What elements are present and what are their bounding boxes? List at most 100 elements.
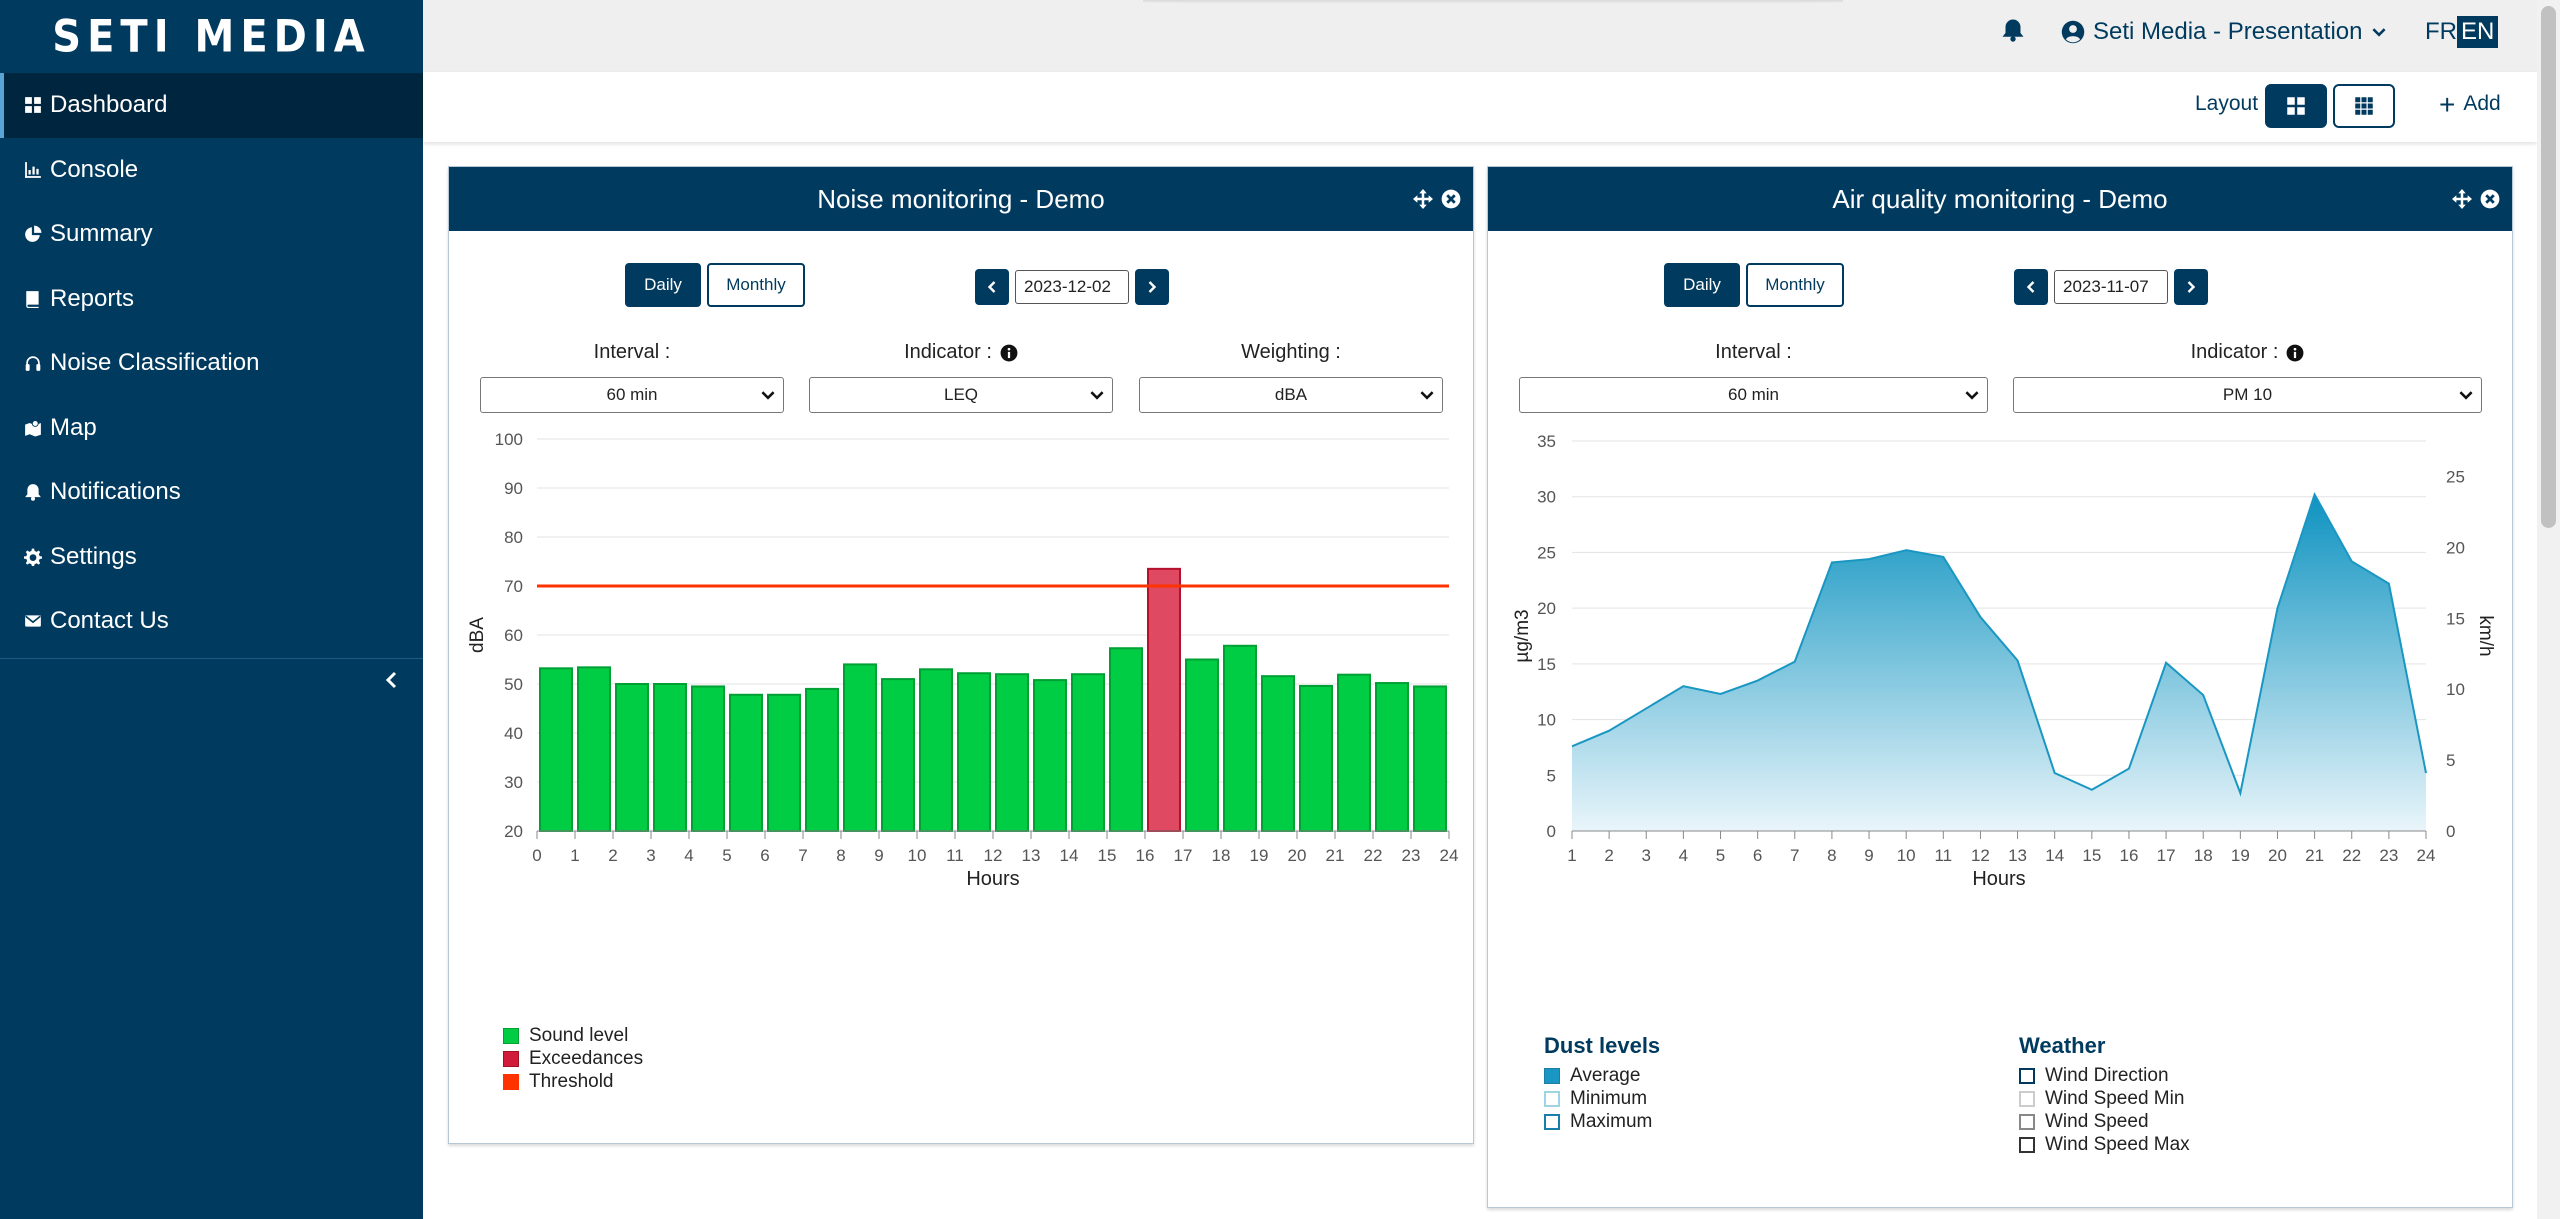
y-tick-label: 50 [504,675,523,694]
legend-exceedances[interactable]: Exceedances [503,1048,643,1070]
y2-tick-label: 20 [2446,538,2465,557]
sidebar-item-label: Reports [50,284,135,312]
sidebar-item-reports[interactable]: Reports [0,267,423,332]
monthly-button[interactable]: Monthly [707,263,805,307]
weighting-label-text: Weighting : [1241,341,1341,363]
daily-button[interactable]: Daily [625,263,701,307]
lang-en-button[interactable]: EN [2457,16,2499,48]
y-tick-label: 35 [1537,432,1556,451]
weighting-label: Weighting : [1139,341,1443,364]
x-tick-label: 16 [2119,846,2138,865]
indicator-select[interactable]: LEQ [809,377,1113,413]
close-icon[interactable] [2480,189,2500,209]
x-tick-label: 24 [1440,846,1459,865]
scrollbar-thumb[interactable] [2541,6,2556,528]
x-tick-label: 5 [1716,846,1725,865]
headphones-icon [24,354,42,372]
move-icon[interactable] [1413,189,1433,209]
add-label: Add [2463,92,2501,115]
legend-wind-direction[interactable]: Wind Direction [2019,1065,2169,1087]
sound-level-bar [1337,673,1371,832]
sound-level-bar [1033,679,1067,832]
indicator-select[interactable]: PM 10 [2013,377,2482,413]
legend-label: Average [1570,1065,1641,1086]
close-icon[interactable] [1441,189,1461,209]
sound-level-bar [919,668,953,832]
pie-icon [24,225,42,243]
map-icon [24,419,42,437]
layout-small-grid-button[interactable] [2333,84,2395,128]
sound-level-bar [995,673,1029,832]
sound-level-bar [805,687,839,832]
legend-wind-speed-max[interactable]: Wind Speed Max [2019,1134,2190,1156]
page-scrollbar[interactable] [2537,0,2560,1219]
x-tick-label: 2 [1604,846,1613,865]
chevron-left-icon [2026,281,2035,293]
previous-date-button[interactable] [975,269,1009,305]
y2-tick-label: 5 [2446,751,2455,770]
legend-average[interactable]: Average [1544,1065,1640,1087]
lang-fr-button[interactable]: FR [2425,18,2457,45]
sidebar-item-dashboard[interactable]: Dashboard [0,73,423,138]
legend-minimum[interactable]: Minimum [1544,1088,1647,1110]
envelope-icon [24,612,42,630]
sound-level-bar [1299,684,1333,832]
info-icon[interactable] [1000,344,1018,362]
noise-monitoring-widget: Noise monitoring - Demo Daily Monthly In… [448,166,1474,1144]
x-tick-label: 2 [608,846,617,865]
daily-button[interactable]: Daily [1664,263,1740,307]
sidebar-item-console[interactable]: Console [0,138,423,203]
indicator-value: PM 10 [2222,385,2273,404]
legend-sound-level[interactable]: Sound level [503,1025,628,1047]
x-tick-label: 3 [1642,846,1651,865]
legend-label: Wind Speed [2045,1111,2149,1132]
add-widget-button[interactable]: + Add [2439,90,2501,118]
sidebar-item-summary[interactable]: Summary [0,202,423,267]
layout-large-grid-button[interactable] [2265,84,2327,128]
y-tick-label: 30 [1537,488,1556,507]
average-line [1571,491,2427,797]
indicator-label: Indicator : [2013,341,2482,364]
interval-select[interactable]: 60 min [480,377,784,413]
threshold-swatch [503,1074,519,1090]
interval-select[interactable]: 60 min [1519,377,1988,413]
sidebar-item-map[interactable]: Map [0,396,423,461]
sound-level-bar [957,672,991,832]
collapse-sidebar-button[interactable] [380,668,404,692]
date-input[interactable] [2054,270,2168,304]
sound-level-bar [1071,673,1105,832]
weighting-select[interactable]: dBA [1139,377,1443,413]
y-tick-label: 30 [504,773,523,792]
x-axis-label: Hours [966,868,1019,890]
legend-threshold[interactable]: Threshold [503,1071,614,1093]
x-tick-label: 10 [1897,846,1916,865]
interval-label: Interval : [480,341,784,364]
info-icon[interactable] [2286,344,2304,362]
legend-maximum[interactable]: Maximum [1544,1111,1652,1133]
y-tick-label: 80 [504,528,523,547]
sidebar-item-contact-us[interactable]: Contact Us [0,589,423,654]
sidebar-item-label: Notifications [50,478,181,506]
widget-header: Air quality monitoring - Demo [1488,167,2512,231]
sound-level-bar [767,693,801,832]
sidebar-item-notifications[interactable]: Notifications [0,460,423,525]
previous-date-button[interactable] [2014,269,2048,305]
y-tick-label: 40 [504,724,523,743]
date-input[interactable] [1015,270,1129,304]
y-tick-label: 15 [1537,655,1556,674]
user-menu[interactable]: Seti Media - Presentation [2061,16,2396,48]
sidebar-item-settings[interactable]: Settings [0,525,423,590]
x-tick-label: 20 [2268,846,2287,865]
legend-wind-speed[interactable]: Wind Speed [2019,1111,2149,1133]
monthly-button[interactable]: Monthly [1746,263,1844,307]
sidebar-item-noise-classification[interactable]: Noise Classification [0,331,423,396]
sidebar-item-label: Contact Us [50,607,169,635]
sidebar-item-label: Summary [50,220,153,248]
legend-wind-speed-min[interactable]: Wind Speed Min [2019,1088,2184,1110]
widget-header: Noise monitoring - Demo [449,167,1473,231]
notifications-bell-button[interactable] [2001,18,2025,42]
x-tick-label: 12 [984,846,1003,865]
next-date-button[interactable] [2174,269,2208,305]
move-icon[interactable] [2452,189,2472,209]
next-date-button[interactable] [1135,269,1169,305]
